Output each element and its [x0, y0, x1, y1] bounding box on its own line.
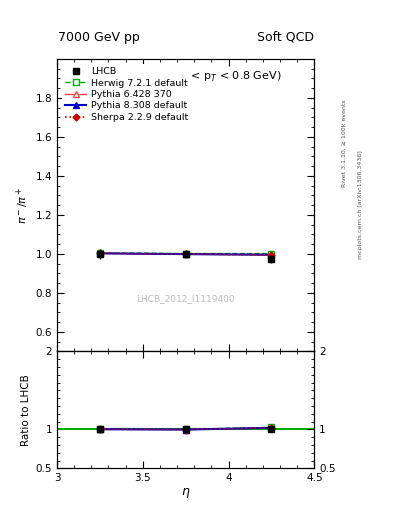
Legend: LHCB, Herwig 7.2.1 default, Pythia 6.428 370, Pythia 8.308 default, Sherpa 2.2.9: LHCB, Herwig 7.2.1 default, Pythia 6.428… — [62, 63, 192, 125]
Text: LHCB_2012_I1119400: LHCB_2012_I1119400 — [136, 294, 235, 303]
Text: Soft QCD: Soft QCD — [257, 31, 314, 44]
Text: $\pi^-/\pi^+$ vs $|y|$ (0.0 < p$_T$ < 0.8 GeV): $\pi^-/\pi^+$ vs $|y|$ (0.0 < p$_T$ < 0.… — [90, 68, 281, 85]
Text: mcplots.cern.ch [arXiv:1306.3436]: mcplots.cern.ch [arXiv:1306.3436] — [358, 151, 363, 259]
X-axis label: $\eta$: $\eta$ — [181, 486, 191, 500]
Y-axis label: $\pi^-/\pi^+$: $\pi^-/\pi^+$ — [15, 186, 31, 224]
Text: 7000 GeV pp: 7000 GeV pp — [58, 31, 140, 44]
Y-axis label: Ratio to LHCB: Ratio to LHCB — [22, 374, 31, 446]
Text: Rivet 3.1.10, ≥ 100k events: Rivet 3.1.10, ≥ 100k events — [342, 99, 347, 187]
